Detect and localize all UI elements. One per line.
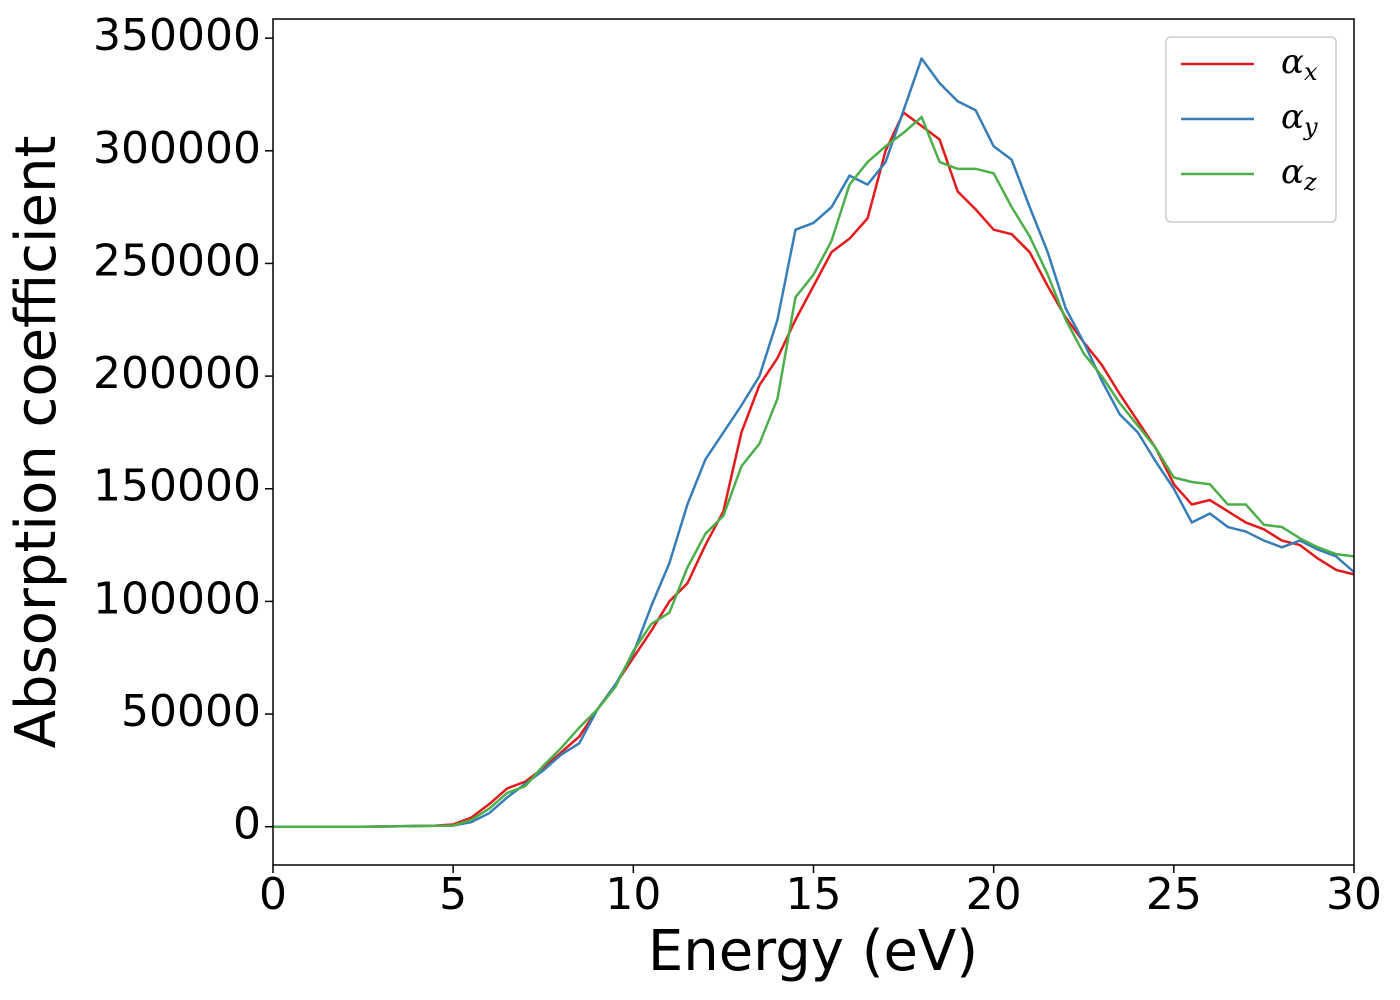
x-tick-label: 30 bbox=[1326, 869, 1382, 920]
x-axis-label: Energy (eV) bbox=[648, 919, 978, 984]
legend-label: αx bbox=[1281, 42, 1318, 86]
legend-label: αy bbox=[1281, 97, 1318, 141]
x-tick-label: 15 bbox=[786, 869, 842, 920]
y-tick-label: 250000 bbox=[93, 235, 261, 286]
x-tick-label: 10 bbox=[605, 869, 661, 920]
x-tick-label: 20 bbox=[966, 869, 1022, 920]
x-tick-label: 0 bbox=[259, 869, 287, 920]
y-tick-label: 350000 bbox=[93, 10, 261, 61]
plot-frame bbox=[272, 18, 1355, 866]
x-tick-label: 5 bbox=[439, 869, 467, 920]
y-tick-label: 50000 bbox=[121, 686, 261, 737]
legend-label: αz bbox=[1281, 152, 1317, 196]
y-tick-label: 300000 bbox=[93, 123, 261, 174]
y-tick-label: 0 bbox=[233, 799, 261, 850]
y-tick-label: 100000 bbox=[93, 573, 261, 624]
y-tick-label: 150000 bbox=[93, 461, 261, 512]
y-axis-label: Absorption coefficient bbox=[4, 136, 69, 749]
line-series bbox=[273, 115, 1354, 828]
y-tick-label: 200000 bbox=[93, 348, 261, 399]
x-tick-label: 25 bbox=[1146, 869, 1202, 920]
legend-box bbox=[1165, 36, 1337, 223]
